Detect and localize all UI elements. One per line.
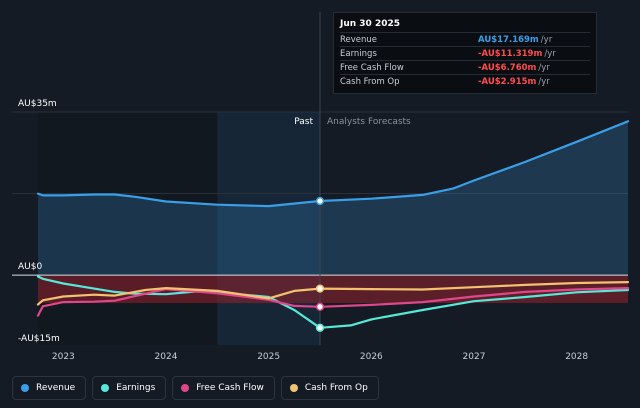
series-line-cash-from-op bbox=[36, 281, 630, 306]
x-tick-label: 2026 bbox=[360, 352, 383, 362]
series-line-earnings bbox=[36, 275, 630, 329]
x-tick-label: 2027 bbox=[463, 352, 486, 362]
tooltip-row-free-cash-flow: Free Cash Flow -AU$6.760m /yr bbox=[340, 60, 590, 74]
legend-item-earnings[interactable]: Earnings bbox=[92, 376, 167, 400]
y-tick-label: AU$0 bbox=[18, 262, 42, 272]
tooltip-row-earnings: Earnings -AU$11.319m /yr bbox=[340, 46, 590, 60]
tooltip-label: Earnings bbox=[340, 48, 377, 59]
tooltip-row-revenue: Revenue AU$17.169m /yr bbox=[340, 32, 590, 46]
series-line-revenue bbox=[36, 120, 630, 208]
tooltip-unit: /yr bbox=[538, 76, 550, 87]
x-tick-label: 2028 bbox=[565, 352, 588, 362]
legend-label: Earnings bbox=[116, 383, 156, 393]
tooltip-unit: /yr bbox=[538, 62, 550, 73]
x-tick-label: 2025 bbox=[257, 352, 280, 362]
legend-dot-icon bbox=[21, 384, 29, 392]
tooltip-label: Free Cash Flow bbox=[340, 62, 404, 73]
tooltip-unit: /yr bbox=[544, 48, 556, 59]
tooltip-label: Cash From Op bbox=[340, 76, 400, 87]
series-line-free-cash-flow bbox=[36, 287, 630, 317]
legend: Revenue Earnings Free Cash Flow Cash Fro… bbox=[12, 376, 379, 400]
legend-item-free-cash-flow[interactable]: Free Cash Flow bbox=[172, 376, 275, 400]
tooltip-unit: /yr bbox=[540, 34, 553, 45]
x-tick-label: 2023 bbox=[52, 352, 75, 362]
marker-cash-from-op bbox=[315, 284, 325, 293]
tooltip-panel: Jun 30 2025 Revenue AU$17.169m /yr Earni… bbox=[333, 12, 597, 94]
forecast-label: Analysts Forecasts bbox=[327, 117, 411, 127]
tooltip-value: -AU$11.319m bbox=[478, 48, 543, 59]
marker-earnings bbox=[315, 323, 325, 332]
marker-revenue bbox=[315, 196, 325, 206]
tooltip-value: AU$17.169m bbox=[478, 34, 539, 45]
legend-label: Cash From Op bbox=[304, 383, 368, 393]
legend-dot-icon bbox=[181, 384, 190, 392]
tooltip-value: -AU$2.915m bbox=[478, 76, 537, 87]
tooltip-row-cash-from-op: Cash From Op -AU$2.915m /yr bbox=[340, 74, 590, 88]
legend-item-cash-from-op[interactable]: Cash From Op bbox=[280, 376, 379, 400]
y-tick-label: AU$35m bbox=[18, 99, 57, 109]
tooltip-date: Jun 30 2025 bbox=[340, 19, 401, 29]
revenue-area bbox=[38, 121, 628, 276]
legend-dot-icon bbox=[101, 384, 110, 392]
tooltip-label: Revenue bbox=[340, 34, 378, 45]
past-region bbox=[38, 112, 218, 345]
tooltip-value: -AU$6.760m bbox=[478, 62, 537, 73]
legend-dot-icon bbox=[289, 384, 298, 392]
y-tick-label: -AU$15m bbox=[18, 334, 60, 344]
legend-label: Revenue bbox=[36, 383, 76, 393]
legend-item-revenue[interactable]: Revenue bbox=[12, 376, 87, 400]
marker-free-cash-flow bbox=[315, 302, 325, 311]
x-tick-label: 2024 bbox=[155, 352, 178, 362]
legend-label: Free Cash Flow bbox=[196, 383, 264, 393]
past-label: Past bbox=[294, 117, 313, 127]
